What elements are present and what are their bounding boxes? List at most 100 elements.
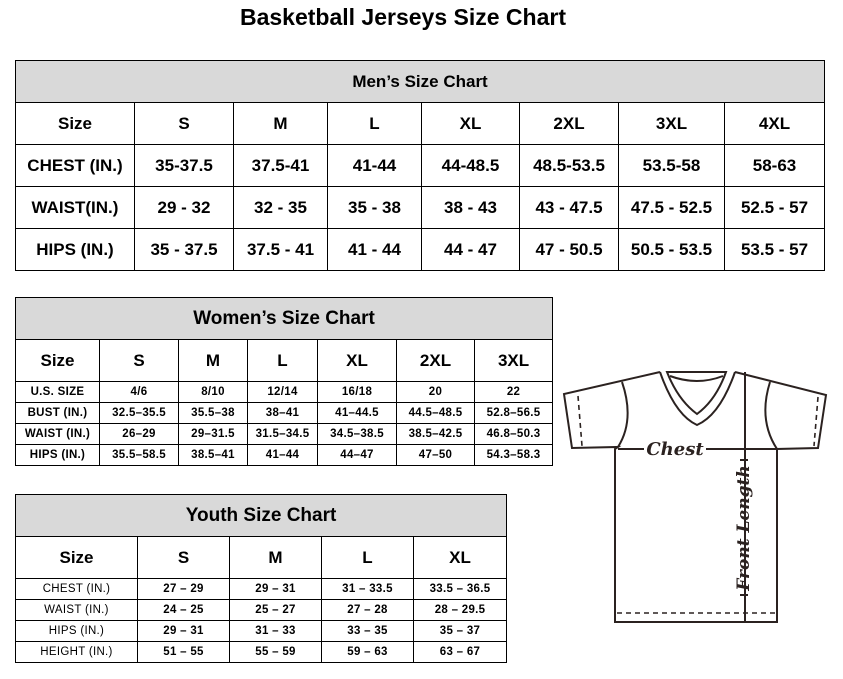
value-cell: 27 – 28 <box>321 599 414 621</box>
value-cell: 32.5–35.5 <box>99 402 179 424</box>
value-cell: 41 - 44 <box>327 228 422 271</box>
size-header-cell: S <box>134 102 234 145</box>
value-cell: 38–41 <box>247 402 318 424</box>
value-cell: 25 – 27 <box>229 599 322 621</box>
table-row: HIPS (IN.) 35.5–58.5 38.5–41 41–44 44–47 47–5… <box>15 444 554 466</box>
measurement-label: HIPS (IN.) <box>15 620 138 642</box>
value-cell: 63 – 67 <box>412 641 508 663</box>
measurement-label: HIPS (IN.) <box>15 444 100 466</box>
value-cell: 53.5 - 57 <box>723 228 826 271</box>
measurement-label: WAIST (IN.) <box>15 599 138 621</box>
value-cell: 31 – 33.5 <box>321 578 414 600</box>
size-header-cell: S <box>99 339 179 382</box>
right-armhole <box>764 381 778 450</box>
value-cell: 47 - 50.5 <box>519 228 619 271</box>
value-cell: 43 - 47.5 <box>519 186 619 229</box>
value-cell: 35 – 37 <box>412 620 508 642</box>
mens-size-table: Men’s Size Chart Size S M L XL 2XL 3XL 4XL CHEST … <box>14 60 826 271</box>
value-cell: 48.5-53.5 <box>519 144 619 187</box>
value-cell: 37.5-41 <box>233 144 328 187</box>
left-armhole <box>617 381 629 448</box>
size-header-cell: Size <box>15 536 138 579</box>
value-cell: 41–44 <box>247 444 318 466</box>
table-title-row: Youth Size Chart <box>14 494 508 537</box>
size-header-cell: 4XL <box>723 102 826 145</box>
measurement-label: HIPS (IN.) <box>15 228 135 271</box>
value-cell: 50.5 - 53.5 <box>618 228 725 271</box>
size-header-cell: L <box>321 536 414 579</box>
size-header-cell: 3XL <box>473 339 554 382</box>
size-header-cell: L <box>327 102 422 145</box>
page-title: Basketball Jerseys Size Chart <box>239 4 566 30</box>
value-cell: 35 - 37.5 <box>134 228 234 271</box>
value-cell: 29–31.5 <box>178 423 248 445</box>
table-title: Men’s Size Chart <box>14 60 826 103</box>
value-cell: 22 <box>473 381 554 403</box>
table-title: Youth Size Chart <box>14 494 508 537</box>
value-cell: 38 - 43 <box>421 186 520 229</box>
table-row: WAIST(IN.) 29 - 32 32 - 35 35 - 38 38 - 43 43… <box>15 186 826 229</box>
youth-size-table: Youth Size Chart Size S M L XL CHEST (IN.) 27 –… <box>14 494 508 663</box>
value-cell: 52.5 - 57 <box>723 186 826 229</box>
measurement-label: U.S. SIZE <box>15 381 100 403</box>
value-cell: 35-37.5 <box>134 144 234 187</box>
measurement-label: CHEST (IN.) <box>15 144 135 187</box>
value-cell: 32 - 35 <box>233 186 328 229</box>
value-cell: 35.5–58.5 <box>99 444 179 466</box>
value-cell: 8/10 <box>178 381 248 403</box>
left-sleeve-hem-line <box>577 395 583 447</box>
value-cell: 46.8–50.3 <box>473 423 554 445</box>
value-cell: 44 - 47 <box>421 228 520 271</box>
value-cell: 37.5 - 41 <box>233 228 328 271</box>
value-cell: 41–44.5 <box>317 402 397 424</box>
chest-label: Chest <box>646 439 704 460</box>
collar-inner <box>665 371 728 416</box>
measurement-label: WAIST (IN.) <box>15 423 100 445</box>
value-cell: 27 – 29 <box>137 578 230 600</box>
value-cell: 44-48.5 <box>421 144 520 187</box>
front-length-label: Front Length <box>734 465 754 591</box>
size-header-cell: 3XL <box>618 102 725 145</box>
size-header-cell: M <box>229 536 322 579</box>
table-row: HEIGHT (IN.) 51 – 55 55 – 59 59 – 63 63 – 67 <box>15 641 508 663</box>
collar-outer <box>659 371 736 427</box>
table-row: BUST (IN.) 32.5–35.5 35.5–38 38–41 41–44.5 44… <box>15 402 554 424</box>
value-cell: 28 – 29.5 <box>412 599 508 621</box>
value-cell: 16/18 <box>317 381 397 403</box>
table-title-row: Men’s Size Chart <box>14 60 826 103</box>
size-header-cell: 2XL <box>396 339 475 382</box>
size-header-cell: XL <box>412 536 508 579</box>
table-title: Women’s Size Chart <box>14 297 554 340</box>
value-cell: 41-44 <box>327 144 422 187</box>
size-header-cell: 2XL <box>519 102 619 145</box>
size-header-cell: M <box>233 102 328 145</box>
shirt-outline <box>562 371 828 623</box>
value-cell: 4/6 <box>99 381 179 403</box>
table-row: HIPS (IN.) 35 - 37.5 37.5 - 41 41 - 44 44 - … <box>15 228 826 271</box>
size-header-cell: M <box>178 339 248 382</box>
value-cell: 20 <box>396 381 475 403</box>
table-row: WAIST (IN.) 26–29 29–31.5 31.5–34.5 34.5–38.… <box>15 423 554 445</box>
value-cell: 33.5 – 36.5 <box>412 578 508 600</box>
value-cell: 29 – 31 <box>137 620 230 642</box>
table-title-row: Women’s Size Chart <box>14 297 554 340</box>
value-cell: 38.5–41 <box>178 444 248 466</box>
value-cell: 24 – 25 <box>137 599 230 621</box>
size-header-cell: L <box>247 339 318 382</box>
right-sleeve-hem-line <box>813 396 819 447</box>
value-cell: 35.5–38 <box>178 402 248 424</box>
size-header-cell: Size <box>15 102 135 145</box>
value-cell: 54.3–58.3 <box>473 444 554 466</box>
size-header-cell: XL <box>421 102 520 145</box>
value-cell: 29 – 31 <box>229 578 322 600</box>
jersey-measurement-diagram: Chest Front Length <box>562 371 828 623</box>
value-cell: 44.5–48.5 <box>396 402 475 424</box>
value-cell: 31.5–34.5 <box>247 423 318 445</box>
table-row: CHEST (IN.) 35-37.5 37.5-41 41-44 44-48.5 48.… <box>15 144 826 187</box>
value-cell: 38.5–42.5 <box>396 423 475 445</box>
value-cell: 52.8–56.5 <box>473 402 554 424</box>
value-cell: 59 – 63 <box>321 641 414 663</box>
value-cell: 34.5–38.5 <box>317 423 397 445</box>
value-cell: 51 – 55 <box>137 641 230 663</box>
size-header-cell: Size <box>15 339 100 382</box>
